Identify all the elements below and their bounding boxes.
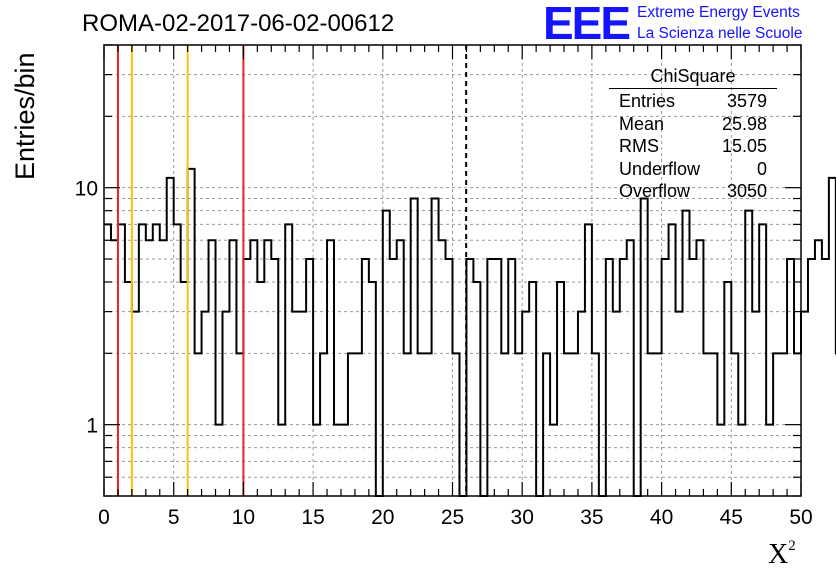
- chart-title: ROMA-02-2017-06-02-00612: [82, 10, 395, 37]
- eee-logo: EEE: [543, 0, 631, 49]
- stats-label: Overflow: [619, 181, 691, 201]
- stats-value: 0: [756, 158, 767, 179]
- stats-row-entries: Entries 3579: [609, 91, 777, 114]
- y-tick-label: 1: [86, 415, 98, 438]
- x-tick-label: 20: [371, 506, 394, 529]
- x-tick-label: 5: [168, 506, 180, 529]
- stats-row-overflow: Overflow 3050: [609, 181, 777, 204]
- stats-row-mean: Mean 25.98: [609, 114, 777, 137]
- stats-box: ChiSquare Entries 3579 Mean 25.98 RMS 15.05…: [609, 66, 777, 204]
- stats-row-rms: RMS 15.05: [609, 136, 777, 159]
- x-tick-label: 10: [232, 506, 255, 529]
- x-tick-label: 15: [301, 506, 324, 529]
- stats-value: 15.05: [721, 136, 767, 156]
- stats-label: RMS: [619, 136, 659, 156]
- y-axis-label: Entries/bin: [10, 52, 40, 180]
- stats-value: 3050: [726, 181, 767, 201]
- x-tick-label: 25: [441, 506, 464, 529]
- x-axis-label-text: X: [768, 539, 789, 570]
- logo-line-2: La Scienza nelle Scuole: [637, 25, 803, 42]
- histogram-series: [104, 167, 836, 497]
- logo-line-1: Extreme Energy Events: [637, 4, 800, 21]
- stats-value: 3579: [726, 91, 767, 111]
- y-tick-label: 10: [75, 178, 98, 201]
- x-tick-label: 0: [98, 506, 110, 529]
- x-tick-label: 35: [580, 506, 603, 529]
- x-tick-label: 50: [789, 506, 812, 529]
- x-tick-label: 30: [511, 506, 534, 529]
- stats-title: ChiSquare: [609, 66, 777, 89]
- stats-value: 25.98: [721, 113, 767, 134]
- stats-label: Mean: [619, 113, 665, 134]
- x-tick-label: 45: [720, 506, 743, 529]
- x-tick-label: 40: [650, 506, 673, 529]
- stats-row-underflow: Underflow 0: [609, 159, 777, 182]
- x-axis-label: X2: [768, 538, 796, 571]
- x-axis-label-sup: 2: [788, 538, 796, 554]
- stats-label: Underflow: [619, 158, 701, 179]
- stats-label: Entries: [619, 91, 676, 111]
